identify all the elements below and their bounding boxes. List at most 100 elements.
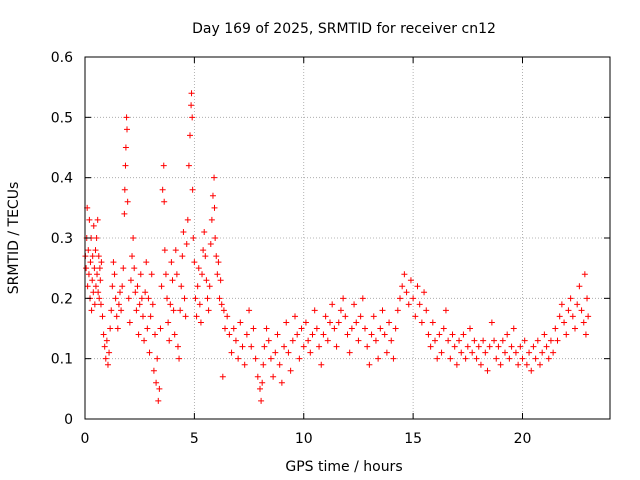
data-point xyxy=(143,259,150,266)
x-tick-label: 20 xyxy=(514,431,532,447)
data-points xyxy=(82,90,592,404)
data-point xyxy=(261,343,268,350)
data-point xyxy=(90,222,97,229)
data-point xyxy=(386,319,393,326)
data-point xyxy=(219,373,226,380)
data-point xyxy=(362,325,368,332)
data-point xyxy=(272,349,279,356)
data-point xyxy=(532,355,539,362)
data-point xyxy=(388,337,395,344)
data-point xyxy=(182,313,189,320)
data-point xyxy=(103,337,110,344)
data-point xyxy=(449,331,456,338)
data-point xyxy=(138,295,145,302)
data-point xyxy=(554,337,561,344)
data-point xyxy=(107,325,114,332)
data-point xyxy=(582,331,589,338)
data-point xyxy=(119,283,126,290)
y-tick-label: 0.3 xyxy=(51,231,73,247)
data-point xyxy=(377,325,384,332)
data-point xyxy=(307,349,314,356)
data-point xyxy=(508,343,515,350)
data-point xyxy=(259,379,266,386)
data-point xyxy=(429,319,436,326)
data-point xyxy=(300,343,307,350)
data-point xyxy=(416,301,423,308)
data-point xyxy=(585,313,592,320)
data-point xyxy=(98,259,105,266)
data-point xyxy=(88,307,95,314)
data-point xyxy=(357,313,364,320)
data-point xyxy=(318,361,325,368)
data-point xyxy=(92,247,99,254)
data-point xyxy=(153,379,160,386)
data-point xyxy=(392,325,399,332)
data-point xyxy=(241,361,248,368)
data-point xyxy=(460,331,467,338)
data-point xyxy=(281,343,288,350)
data-point xyxy=(230,325,237,332)
data-point xyxy=(112,295,119,302)
data-point xyxy=(477,361,484,368)
data-point xyxy=(156,385,163,392)
data-point xyxy=(432,337,438,344)
data-point xyxy=(263,325,270,332)
data-point xyxy=(89,277,96,284)
data-point xyxy=(469,349,476,356)
data-point xyxy=(407,277,414,284)
data-point xyxy=(337,307,344,314)
data-point xyxy=(218,301,225,308)
data-point xyxy=(200,247,207,254)
data-point xyxy=(150,367,157,374)
data-point xyxy=(495,343,502,350)
data-point xyxy=(118,307,125,314)
data-point xyxy=(344,331,351,338)
data-point xyxy=(484,367,491,374)
data-point xyxy=(248,343,255,350)
data-point xyxy=(189,114,196,121)
data-point xyxy=(202,253,209,260)
data-point xyxy=(85,271,92,278)
y-tick-label: 0.2 xyxy=(51,291,73,307)
data-point xyxy=(442,307,449,314)
data-point xyxy=(368,331,375,338)
data-point xyxy=(124,126,130,133)
data-point xyxy=(197,319,204,326)
data-point xyxy=(214,271,221,278)
data-point xyxy=(168,259,175,266)
data-point xyxy=(102,355,109,362)
data-point xyxy=(462,355,469,362)
data-point xyxy=(324,337,331,344)
data-point xyxy=(157,325,164,332)
data-point xyxy=(178,283,185,290)
data-point xyxy=(434,355,441,362)
data-point xyxy=(447,355,454,362)
data-point xyxy=(129,253,136,260)
data-point xyxy=(302,319,309,326)
data-point xyxy=(401,271,408,278)
data-point xyxy=(91,265,98,272)
data-point xyxy=(126,319,133,326)
data-point xyxy=(169,277,176,284)
data-point xyxy=(372,337,379,344)
data-point xyxy=(203,277,210,284)
data-point xyxy=(305,337,312,344)
y-tick-label: 0.5 xyxy=(51,110,73,126)
data-point xyxy=(164,295,171,302)
data-point xyxy=(193,313,200,320)
data-point xyxy=(212,235,219,241)
data-point xyxy=(165,319,172,326)
data-point xyxy=(100,331,107,338)
data-point xyxy=(403,289,410,296)
data-point xyxy=(226,331,233,338)
data-point xyxy=(167,301,174,308)
data-point xyxy=(171,331,178,338)
data-point xyxy=(519,355,526,362)
data-point xyxy=(124,198,131,205)
data-point xyxy=(541,331,548,338)
data-point xyxy=(581,271,588,278)
data-point xyxy=(115,301,122,308)
data-point xyxy=(84,283,91,290)
data-point xyxy=(467,325,473,332)
